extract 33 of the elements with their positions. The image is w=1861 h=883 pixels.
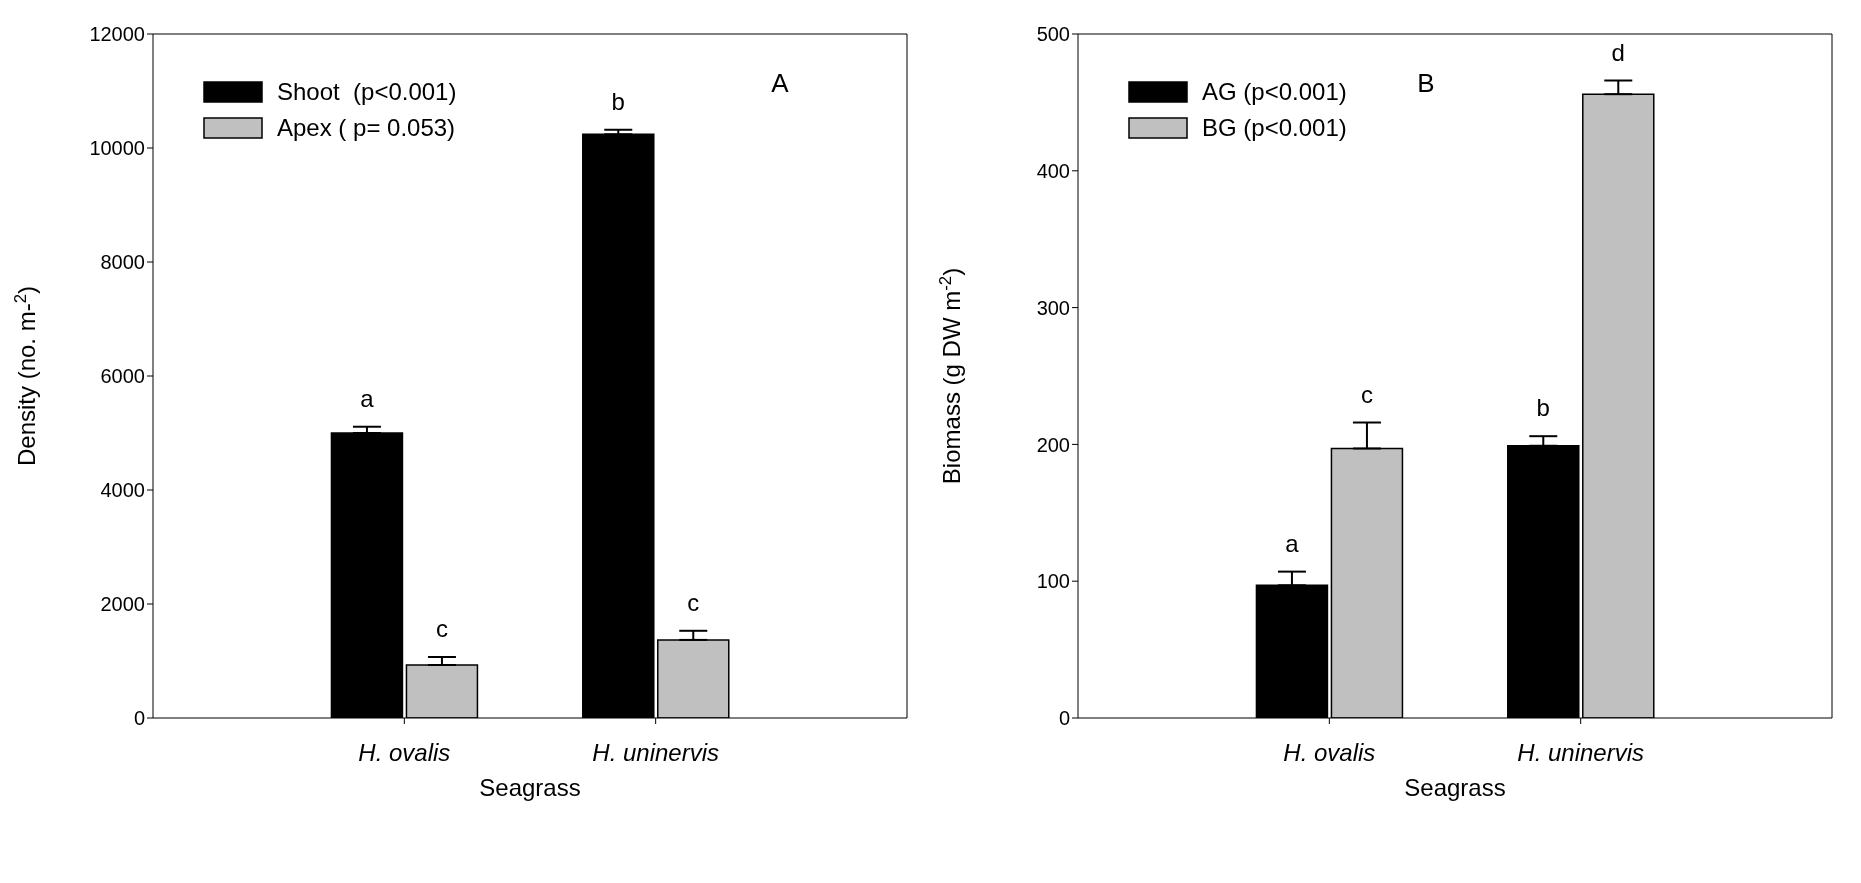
x-tick-label: H. uninervis (592, 739, 720, 767)
y-tick-label: 6000 (100, 365, 145, 388)
y-tick-label: 0 (1058, 707, 1070, 730)
legend-label: Shoot (p<0.001) (277, 78, 457, 106)
y-tick-label: 500 (1036, 23, 1070, 46)
annotation: d (1611, 38, 1625, 66)
y-tick-label: 8000 (100, 251, 145, 274)
legend-label: BG (p<0.001) (1202, 114, 1347, 142)
y-tick-label: 2000 (100, 593, 145, 616)
y-tick-label: 200 (1036, 433, 1070, 456)
x-axis-title: Seagrass (1404, 774, 1506, 801)
annotation: c (435, 615, 448, 643)
annotation: a (1285, 529, 1300, 557)
y-tick-label: 12000 (89, 23, 145, 46)
y-tick-label: 400 (1036, 159, 1070, 182)
annotation: c (687, 588, 700, 616)
y-tick-label: 300 (1036, 296, 1070, 319)
annotation: a (360, 384, 375, 412)
x-tick-label: H. ovalis (358, 739, 451, 767)
text: A (771, 68, 789, 99)
x-axis-title: Seagrass (479, 774, 581, 801)
annotation: b (1536, 394, 1550, 422)
y-tick-label: 100 (1036, 570, 1070, 593)
y-tick-label: 4000 (100, 479, 145, 502)
text: B (1417, 68, 1435, 99)
y-tick-label: 10000 (89, 137, 145, 160)
x-tick-label: H. uninervis (1517, 739, 1645, 767)
legend-label: AG (p<0.001) (1202, 78, 1347, 106)
x-tick-label: H. ovalis (1283, 739, 1376, 767)
y-tick-label: 0 (133, 707, 145, 730)
annotation: b (611, 87, 625, 115)
annotation: c (1360, 380, 1373, 408)
legend-label: Apex ( p= 0.053) (277, 114, 456, 142)
